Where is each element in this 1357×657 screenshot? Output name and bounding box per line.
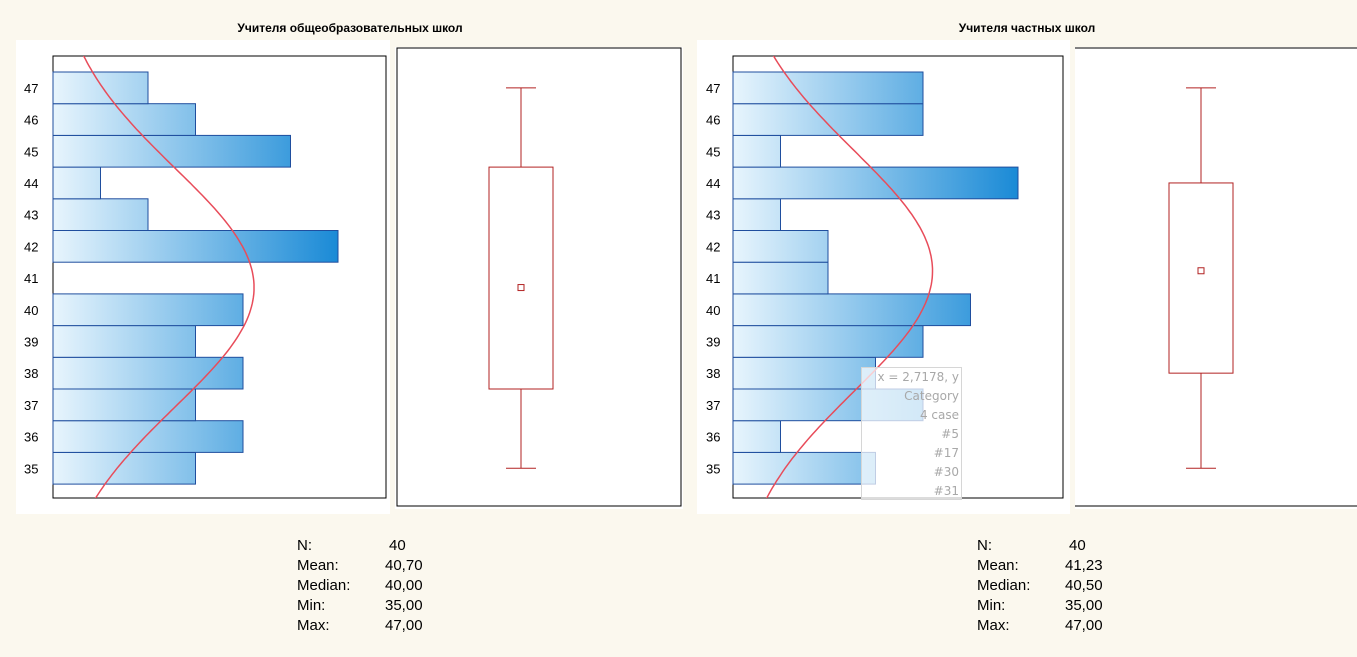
stat-label: Mean: [297,557,339,574]
stat-label: Median: [977,577,1031,594]
boxplot-panel-right-bg [1075,47,1357,509]
stat-row-n: N: 40 [977,537,1177,557]
stat-row-median: Median: 40,50 [977,577,1177,597]
chart-title-right: Учителя частных школ [958,21,1096,35]
stats-left: N: 40 Mean: 40,70 Median: 40,00 Min: 35,00 M… [297,537,497,637]
stat-label: N: [297,537,312,554]
tooltip-line: #17 [933,446,959,460]
stat-label: Max: [297,617,330,634]
stat-value: 41,23 [1065,557,1103,574]
histogram-panel-left-bg [16,40,390,514]
stat-value: 35,00 [1065,597,1103,614]
stat-row-mean: Mean: 40,70 [297,557,497,577]
stat-label: Min: [977,597,1006,614]
stat-label: Median: [297,577,351,594]
tooltip-line: #5 [941,427,959,441]
tooltip-line: x = 2,7178, y [877,370,959,384]
chart-title-left: Учителя общеобразовательных школ [237,21,463,35]
boxplot-panel-left-bg [395,47,683,509]
stat-value: 47,00 [1065,617,1103,634]
stat-value: 40,50 [1065,577,1103,594]
stat-label: Mean: [977,557,1019,574]
stat-row-mean: Mean: 41,23 [977,557,1177,577]
stat-row-max: Max: 47,00 [297,617,497,637]
stat-value: 35,00 [385,597,423,614]
stat-row-n: N: 40 [297,537,497,557]
stat-row-max: Max: 47,00 [977,617,1177,637]
tooltip-line: #30 [933,465,959,479]
stat-value: 47,00 [385,617,423,634]
stat-label: Max: [977,617,1010,634]
stat-label: N: [977,537,992,554]
hover-tooltip: x = 2,7178, y Category 4 case #5 #17 #30… [861,367,962,500]
tooltip-line: 4 case [919,408,959,422]
tooltip-line: #31 [933,484,959,498]
stat-row-median: Median: 40,00 [297,577,497,597]
stat-value: 40,00 [385,577,423,594]
stat-row-min: Min: 35,00 [977,597,1177,617]
stat-row-min: Min: 35,00 [297,597,497,617]
stat-value: 40,70 [385,557,423,574]
stats-right: N: 40 Mean: 41,23 Median: 40,50 Min: 35,00 M… [977,537,1177,637]
stat-value: 40 [389,537,406,554]
tooltip-line: Category [904,389,959,403]
stat-label: Min: [297,597,326,614]
stat-value: 40 [1069,537,1086,554]
